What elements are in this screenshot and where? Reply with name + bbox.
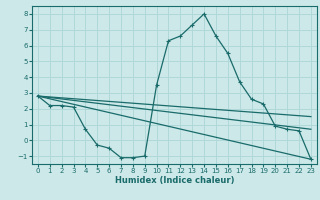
X-axis label: Humidex (Indice chaleur): Humidex (Indice chaleur)	[115, 176, 234, 185]
